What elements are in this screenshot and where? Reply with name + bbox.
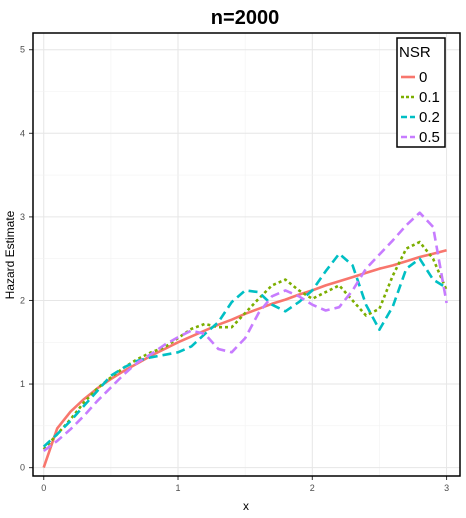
y-tick-label: 2	[20, 295, 25, 305]
y-tick-label: 3	[20, 212, 25, 222]
y-tick-label: 1	[20, 379, 25, 389]
grid	[33, 33, 460, 476]
y-axis-title: Hazard Estimate	[3, 210, 17, 299]
x-axis-ticks: 0 1 2 3	[41, 476, 449, 493]
chart-title: n=2000	[211, 7, 279, 29]
legend-title: NSR	[399, 44, 431, 61]
y-tick-label: 0	[20, 463, 25, 473]
legend-label: 0.2	[419, 109, 440, 126]
x-axis-title: x	[243, 499, 249, 513]
series-lines	[42, 211, 448, 469]
legend-label: 0	[419, 69, 427, 86]
x-tick-label: 1	[176, 483, 181, 493]
legend-items: 0 0.1 0.2 0.5	[401, 69, 440, 146]
series-line-0-5	[42, 211, 448, 452]
x-tick-label: 2	[310, 483, 315, 493]
x-tick-label: 0	[41, 483, 46, 493]
legend-box	[396, 37, 446, 148]
series-line-0-1	[42, 240, 448, 451]
y-tick-label: 4	[20, 128, 25, 138]
legend-label: 0.1	[419, 89, 440, 106]
y-tick-label: 5	[20, 45, 25, 55]
legend: NSR 0 0.1 0.2 0.5	[396, 37, 446, 148]
legend-label: 0.5	[419, 129, 440, 146]
plot-border	[32, 32, 461, 477]
series-line-0-2	[42, 252, 448, 448]
x-tick-label: 3	[444, 483, 449, 493]
y-axis-ticks: 0 1 2 3 4 5	[20, 45, 33, 473]
